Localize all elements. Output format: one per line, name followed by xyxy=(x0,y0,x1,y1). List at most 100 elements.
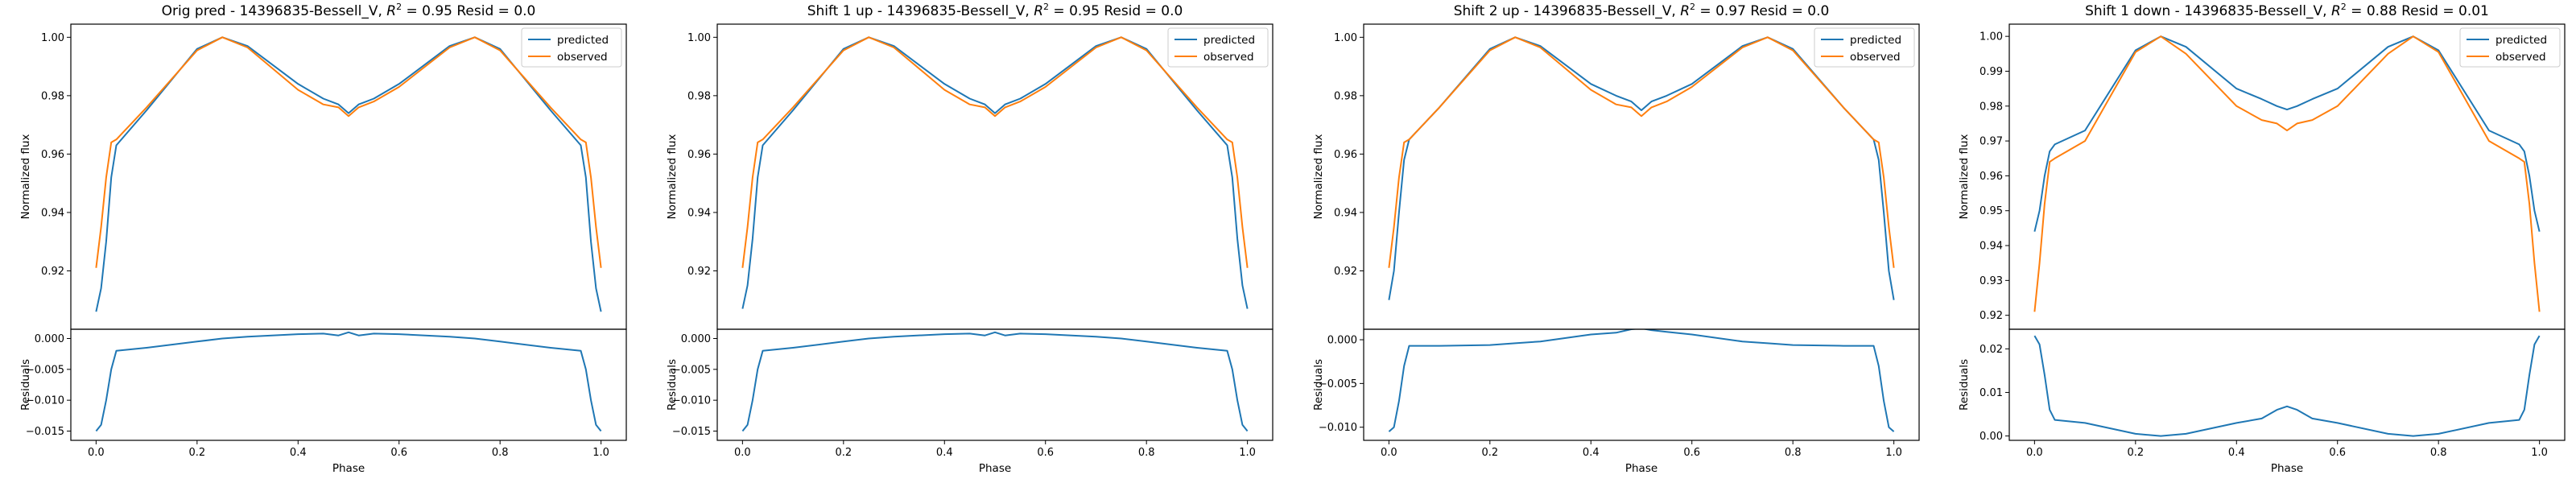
chart-title: Shift 1 down - 14396835-Bessell_V, R2 = … xyxy=(2085,2,2489,19)
legend: predicted observed xyxy=(521,27,622,68)
legend-label-predicted: predicted xyxy=(2496,34,2547,47)
y-tick-label-bottom: −0.005 xyxy=(26,364,64,376)
chart-title: Shift 1 up - 14396835-Bessell_V, R2 = 0.… xyxy=(807,2,1183,19)
legend-label-observed: observed xyxy=(557,51,608,64)
main-axes-frame xyxy=(2008,23,2566,330)
y-tick-label-bottom: −0.005 xyxy=(1319,378,1357,390)
y-tick-label-top: 0.94 xyxy=(687,207,711,219)
y-tick-label-bottom: −0.015 xyxy=(672,426,711,438)
y-axis-label-bottom: Residuals xyxy=(1312,359,1325,411)
title-superscript: 2 xyxy=(1690,2,1695,12)
y-tick-label-top: 0.98 xyxy=(1334,90,1357,102)
y-tick-label-top: 0.92 xyxy=(1979,310,2003,322)
main-axes-frame xyxy=(1363,23,1920,330)
main-axes-frame xyxy=(70,23,627,330)
x-tick-label: 0.8 xyxy=(492,447,509,459)
y-tick-label-bottom: −0.015 xyxy=(26,426,64,438)
residual-axes-frame xyxy=(716,328,1274,441)
predicted-series-line xyxy=(1388,36,1895,300)
x-tick-label: 1.0 xyxy=(2531,447,2548,459)
residuals-series-line xyxy=(741,331,1249,432)
predicted-series-line xyxy=(741,36,1249,309)
y-tick-label-top: 0.92 xyxy=(687,266,711,278)
x-tick-label: 0.4 xyxy=(290,447,307,459)
x-axis-label: Phase xyxy=(1625,462,1657,475)
predicted-series-line xyxy=(95,36,602,312)
y-axis-label-bottom: Residuals xyxy=(19,359,32,411)
residual-axes-frame xyxy=(1363,328,1920,441)
y-tick-label-top: 0.98 xyxy=(1979,101,2003,113)
x-tick-label: 0.8 xyxy=(1785,447,1802,459)
x-tick-label: 0.2 xyxy=(1481,447,1498,459)
title-prefix: Shift 1 up - 14396835-Bessell_V, xyxy=(807,3,1034,19)
x-tick-label: 0.4 xyxy=(2228,447,2245,459)
title-prefix: Orig pred - 14396835-Bessell_V, xyxy=(162,3,387,19)
chart-panel-2: Shift 1 up - 14396835-Bessell_V, R2 = 0.… xyxy=(666,2,1274,475)
y-axis-label-top: Normalized flux xyxy=(19,134,32,220)
legend-label-predicted: predicted xyxy=(557,34,609,47)
y-tick-label-top: 0.92 xyxy=(41,266,64,278)
x-tick-label: 0.2 xyxy=(2127,447,2144,459)
title-superscript: 2 xyxy=(396,2,402,12)
x-tick-label: 0.8 xyxy=(1138,447,1155,459)
y-tick-label-bottom: 0.000 xyxy=(681,333,711,345)
observed-series-line xyxy=(2033,35,2541,312)
x-tick-label: 0.0 xyxy=(88,447,105,459)
y-tick-label-top: 0.94 xyxy=(1979,241,2003,253)
legend-label-observed: observed xyxy=(1850,51,1901,64)
y-tick-label-bottom: −0.010 xyxy=(1319,422,1357,434)
legend: predicted observed xyxy=(1167,27,1269,68)
observed-series-line xyxy=(741,36,1249,268)
y-tick-label-bottom: 0.000 xyxy=(35,333,64,345)
title-superscript: 2 xyxy=(2341,2,2347,12)
title-r-symbol: R xyxy=(1680,3,1690,19)
y-tick-label-bottom: −0.005 xyxy=(672,364,711,376)
chart-panel-4: Shift 1 down - 14396835-Bessell_V, R2 = … xyxy=(1958,2,2566,475)
title-suffix: = 0.95 Resid = 0.0 xyxy=(402,3,535,19)
residuals-series-line xyxy=(95,331,602,432)
legend-label-predicted: predicted xyxy=(1203,34,1255,47)
legend: predicted observed xyxy=(2459,27,2561,68)
y-tick-label-top: 1.00 xyxy=(687,32,711,44)
chart-title: Shift 2 up - 14396835-Bessell_V, R2 = 0.… xyxy=(1454,2,1830,19)
chart-panel-3: Shift 2 up - 14396835-Bessell_V, R2 = 0.… xyxy=(1312,2,1920,475)
title-suffix: = 0.88 Resid = 0.01 xyxy=(2347,3,2489,19)
x-tick-label: 1.0 xyxy=(1885,447,1902,459)
x-tick-label: 0.0 xyxy=(1381,447,1397,459)
x-tick-label: 0.8 xyxy=(2430,447,2447,459)
x-axis-label: Phase xyxy=(2271,462,2303,475)
y-axis-label-top: Normalized flux xyxy=(1958,134,1971,220)
title-superscript: 2 xyxy=(1043,2,1049,12)
legend: predicted observed xyxy=(1814,27,1915,68)
y-tick-label-bottom: 0.01 xyxy=(1979,387,2003,399)
y-tick-label-top: 0.96 xyxy=(41,149,64,161)
y-tick-label-top: 0.99 xyxy=(1979,66,2003,78)
title-prefix: Shift 1 down - 14396835-Bessell_V, xyxy=(2085,3,2331,19)
y-tick-label-top: 0.94 xyxy=(41,207,64,219)
y-tick-label-top: 0.98 xyxy=(41,90,64,102)
y-tick-label-bottom: −0.010 xyxy=(672,395,711,407)
chart-panel-1: Orig pred - 14396835-Bessell_V, R2 = 0.9… xyxy=(19,2,627,475)
legend-label-observed: observed xyxy=(1203,51,1254,64)
x-tick-label: 0.6 xyxy=(2329,447,2346,459)
y-tick-label-top: 0.92 xyxy=(1334,266,1357,278)
y-tick-label-top: 0.94 xyxy=(1334,207,1357,219)
x-tick-label: 0.6 xyxy=(1683,447,1700,459)
residual-axes-frame xyxy=(70,328,627,441)
y-tick-label-top: 0.97 xyxy=(1979,136,2003,148)
x-tick-label: 0.6 xyxy=(390,447,407,459)
legend-label-predicted: predicted xyxy=(1850,34,1901,47)
y-axis-label-bottom: Residuals xyxy=(1958,359,1971,411)
y-tick-label-top: 0.95 xyxy=(1979,205,2003,217)
main-axes-frame xyxy=(716,23,1274,330)
y-tick-label-top: 0.93 xyxy=(1979,275,2003,287)
y-tick-label-bottom: 0.00 xyxy=(1979,431,2003,443)
title-r-symbol: R xyxy=(2331,3,2341,19)
x-tick-label: 0.0 xyxy=(2026,447,2043,459)
x-tick-label: 0.6 xyxy=(1037,447,1054,459)
y-tick-label-top: 1.00 xyxy=(1334,32,1357,44)
title-suffix: = 0.95 Resid = 0.0 xyxy=(1049,3,1183,19)
residuals-series-line xyxy=(2033,335,2541,437)
y-tick-label-bottom: 0.02 xyxy=(1979,344,2003,356)
